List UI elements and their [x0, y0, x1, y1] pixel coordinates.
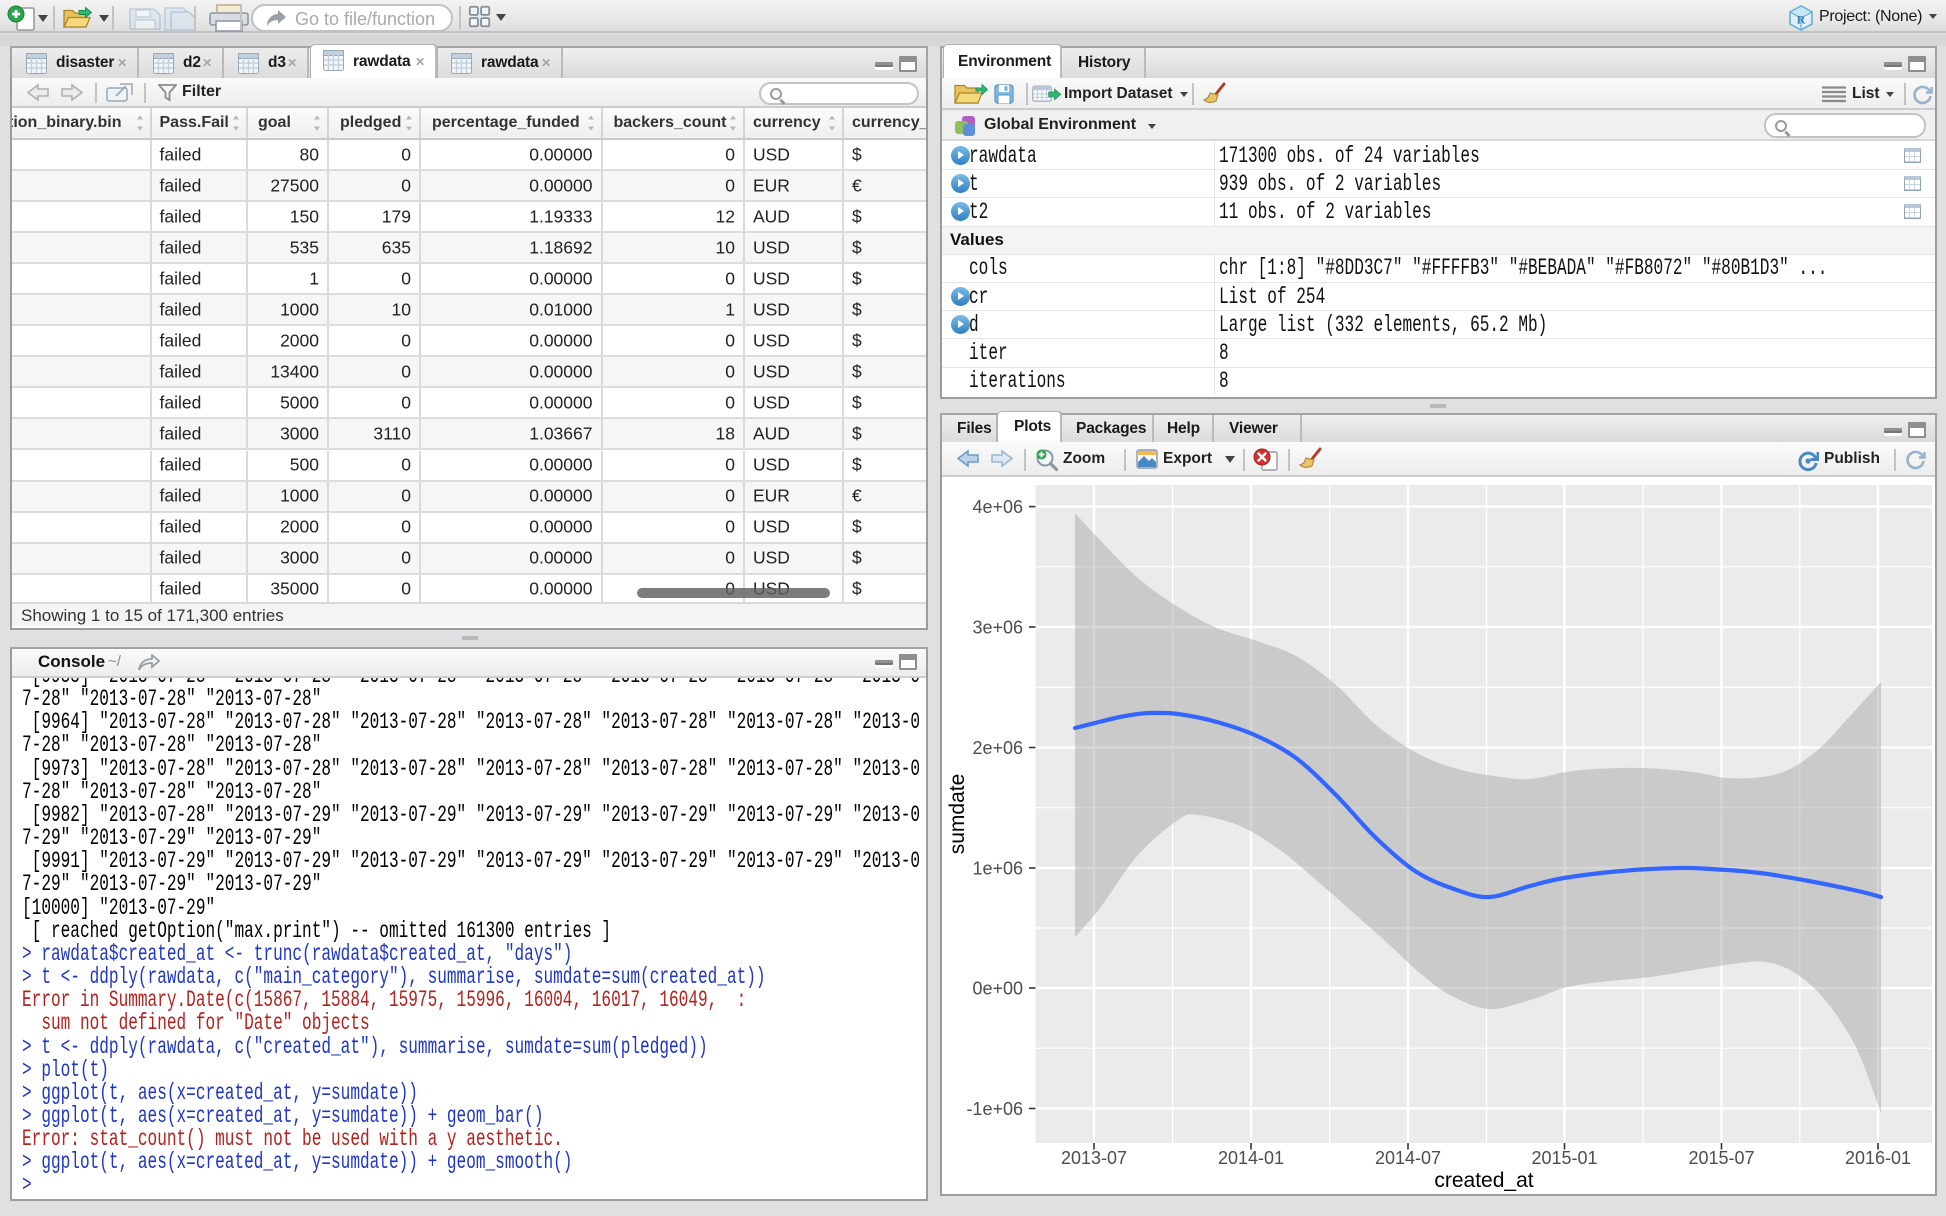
svg-text:0e+00: 0e+00: [972, 979, 1023, 999]
svg-text:2015-07: 2015-07: [1688, 1148, 1754, 1168]
svg-text:4e+06: 4e+06: [972, 497, 1023, 517]
svg-text:R: R: [1797, 13, 1806, 27]
svg-text:2013-07: 2013-07: [1061, 1148, 1127, 1168]
svg-text:2014-07: 2014-07: [1375, 1148, 1441, 1168]
svg-text:sumdate: sumdate: [946, 774, 969, 855]
svg-text:2014-01: 2014-01: [1218, 1148, 1284, 1168]
svg-text:1e+06: 1e+06: [972, 859, 1023, 879]
svg-text:2e+06: 2e+06: [972, 738, 1023, 758]
svg-text:created_at: created_at: [1434, 1169, 1533, 1192]
svg-text:-1e+06: -1e+06: [966, 1099, 1023, 1119]
svg-text:3e+06: 3e+06: [972, 618, 1023, 638]
svg-text:2015-01: 2015-01: [1531, 1148, 1597, 1168]
svg-text:2016-01: 2016-01: [1845, 1148, 1911, 1168]
